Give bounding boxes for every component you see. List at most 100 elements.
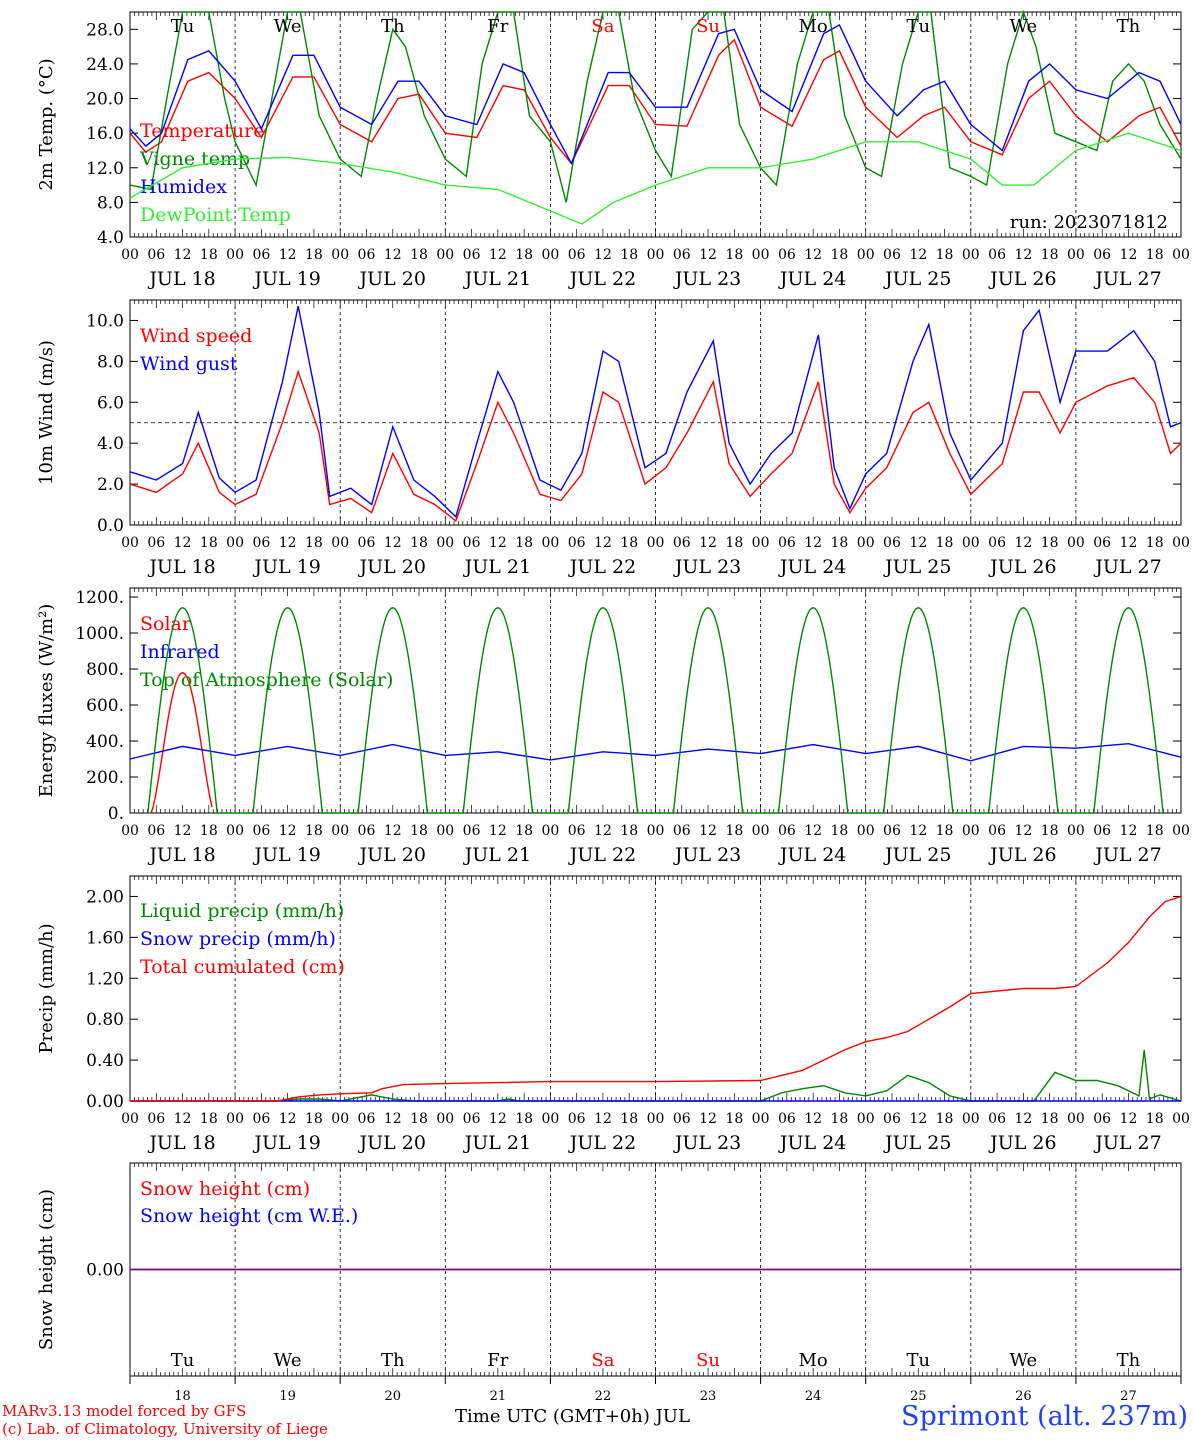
x-hour-label: 18 [515, 1111, 533, 1127]
x-date-label: JUL 19 [252, 556, 320, 578]
x-hour-label: 00 [1067, 1111, 1085, 1127]
legend-solar: Solar [140, 613, 192, 635]
series-line-vigne-temp [129, 9, 1182, 203]
legend-vigne-temp: Vigne temp [139, 148, 250, 170]
hour-ticks [129, 12, 1182, 237]
series-line-humidex [129, 24, 1182, 166]
x-hour-label: 12 [384, 1111, 402, 1127]
legend-humidex: Humidex [140, 176, 227, 198]
x-date-label: JUL 27 [1093, 268, 1161, 290]
x-hour-label: 12 [489, 1111, 507, 1127]
y-tick-label: 4.0 [97, 228, 124, 248]
legend-snow-height-cm-w-e-: Snow height (cm W.E.) [140, 1205, 358, 1227]
x-hour-label: 06 [358, 247, 376, 263]
x-hour-label: 18 [831, 823, 849, 839]
x-date-label: JUL 22 [568, 1132, 636, 1154]
bottom-day-number-label: 26 [1015, 1389, 1032, 1404]
x-hour-label: 00 [541, 535, 559, 551]
x-hour-label: 12 [699, 1111, 717, 1127]
x-hour-label: 18 [410, 535, 428, 551]
day-name-label: Mo [799, 16, 828, 37]
bottom-day-name-label: Tu [906, 1350, 930, 1371]
x-hour-label: 12 [1120, 535, 1138, 551]
x-date-label: JUL 21 [463, 556, 531, 578]
y-tick-label: 2.00 [86, 887, 124, 907]
y-tick-label: 28.0 [86, 20, 124, 40]
x-hour-label: 06 [358, 535, 376, 551]
legend-temperature: Temperature [140, 120, 264, 142]
series-line-solar [150, 671, 213, 814]
x-hour-label: 18 [936, 535, 954, 551]
day-name-label: We [1010, 16, 1038, 37]
x-date-label: JUL 24 [778, 1132, 846, 1154]
day-name-label: Tu [906, 16, 930, 37]
bottom-day-number-label: 19 [279, 1389, 296, 1404]
x-date-label: JUL 27 [1093, 844, 1161, 866]
x-date-label: JUL 19 [252, 844, 320, 866]
y-tick-label: 10.0 [86, 311, 124, 331]
x-hour-label: 18 [831, 1111, 849, 1127]
legend-wind-speed: Wind speed [140, 325, 252, 347]
x-hour-label: 12 [594, 535, 612, 551]
x-date-label: JUL 20 [358, 844, 426, 866]
x-hour-label: 06 [778, 247, 796, 263]
legend-snow-precip-mm-h-: Snow precip (mm/h) [140, 928, 336, 950]
legend-dewpoint-temp: DewPoint Temp [140, 204, 291, 226]
x-date-label: JUL 21 [463, 844, 531, 866]
x-hour-label: 12 [174, 535, 192, 551]
legend-infrared: Infrared [140, 641, 220, 663]
bottom-day-name-label: Fr [487, 1350, 508, 1371]
x-hour-label: 12 [1014, 247, 1032, 263]
series-line-wind-speed [129, 369, 1182, 523]
y-axis-title: 10m Wind (m/s) [36, 340, 57, 485]
x-hour-label: 00 [1172, 1111, 1190, 1127]
x-hour-label: 18 [200, 823, 218, 839]
bottom-day-name-label: Su [696, 1350, 720, 1371]
y-tick-label: 8.0 [97, 193, 124, 213]
x-hour-label: 00 [436, 823, 454, 839]
x-hour-label: 06 [778, 535, 796, 551]
x-hour-label: 12 [279, 247, 297, 263]
x-hour-label: 06 [568, 247, 586, 263]
y-tick-label: 0.0 [97, 516, 124, 536]
x-hour-label: 18 [831, 535, 849, 551]
x-hour-label: 12 [699, 535, 717, 551]
series-line-wind-gust [129, 305, 1182, 519]
x-date-label: JUL 19 [252, 1132, 320, 1154]
y-tick-label: 16.0 [86, 124, 124, 144]
x-hour-label: 12 [594, 823, 612, 839]
x-hour-label: 00 [647, 1111, 665, 1127]
x-date-label: JUL 23 [673, 1132, 741, 1154]
x-hour-label: 06 [358, 823, 376, 839]
x-hour-label: 00 [1172, 247, 1190, 263]
x-hour-label: 18 [200, 535, 218, 551]
x-hour-label: 00 [752, 535, 770, 551]
bottom-day-name-label: Th [381, 1350, 405, 1371]
y-axis-title: Snow height (cm) [36, 1189, 57, 1350]
x-hour-label: 18 [620, 1111, 638, 1127]
x-hour-label: 12 [804, 823, 822, 839]
x-hour-label: 06 [1093, 823, 1111, 839]
series-line-infrared [129, 742, 1182, 762]
x-hour-label: 00 [226, 247, 244, 263]
day-name-label: Th [1117, 16, 1141, 37]
x-hour-label: 18 [305, 535, 323, 551]
y-tick-label: 1.20 [86, 969, 124, 989]
x-date-label: JUL 25 [883, 268, 951, 290]
y-axis-title: Precip (mm/h) [36, 923, 57, 1053]
x-hour-label: 00 [857, 823, 875, 839]
y-tick-label: 800. [86, 660, 124, 680]
footer-station-name: Sprimont (alt. 237m) [901, 1401, 1188, 1432]
x-date-label: JUL 18 [147, 556, 215, 578]
hour-ticks [129, 588, 1182, 813]
x-hour-label: 18 [1041, 535, 1059, 551]
hour-ticks [129, 300, 1182, 525]
x-hour-label: 06 [463, 823, 481, 839]
x-hour-label: 18 [725, 823, 743, 839]
x-hour-label: 00 [541, 247, 559, 263]
x-hour-label: 18 [725, 247, 743, 263]
x-hour-label: 00 [647, 535, 665, 551]
bottom-time-axis [129, 1375, 1182, 1384]
x-hour-label: 00 [121, 247, 139, 263]
x-hour-label: 06 [988, 535, 1006, 551]
